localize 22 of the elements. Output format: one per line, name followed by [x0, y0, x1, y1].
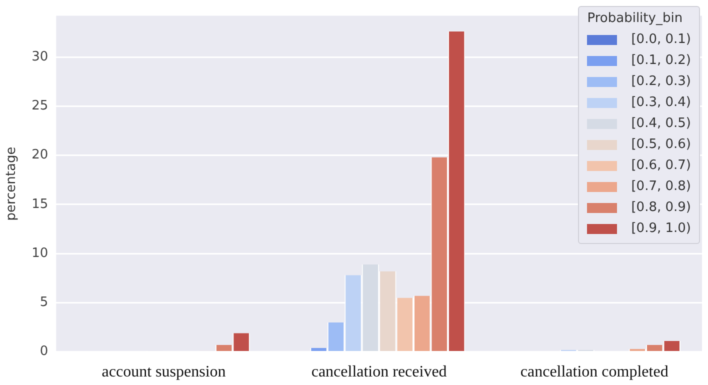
y-tick-label: 15 [32, 196, 48, 212]
legend-label: [0.0, 0.1) [631, 32, 691, 47]
y-tick-label: 0 [40, 344, 48, 360]
y-axis-title: percentage [4, 146, 20, 221]
legend-label: [0.2, 0.3) [631, 74, 691, 89]
legend-label: [0.6, 0.7) [631, 158, 691, 173]
legend-label: [0.5, 0.6) [631, 137, 691, 152]
legend-label: [0.4, 0.5) [631, 116, 691, 131]
y-tick-label: 5 [40, 295, 48, 310]
x-tick-label: cancellation received [311, 364, 447, 381]
y-tick-label: 30 [32, 49, 48, 64]
legend-label: [0.9, 1.0) [631, 221, 691, 236]
y-tick-label: 25 [32, 98, 48, 114]
legend-title: Probability_bin [587, 11, 684, 26]
legend-label: [0.3, 0.4) [631, 95, 691, 110]
y-tick-label: 20 [32, 148, 48, 163]
x-tick-label: account suspension [102, 364, 226, 381]
legend-label: [0.7, 0.8) [631, 179, 691, 194]
y-tick-label: 10 [32, 246, 48, 261]
legend-label: [0.1, 0.2) [631, 53, 691, 68]
legend-label: [0.8, 0.9) [631, 200, 691, 215]
x-tick-label: cancellation completed [520, 364, 668, 381]
